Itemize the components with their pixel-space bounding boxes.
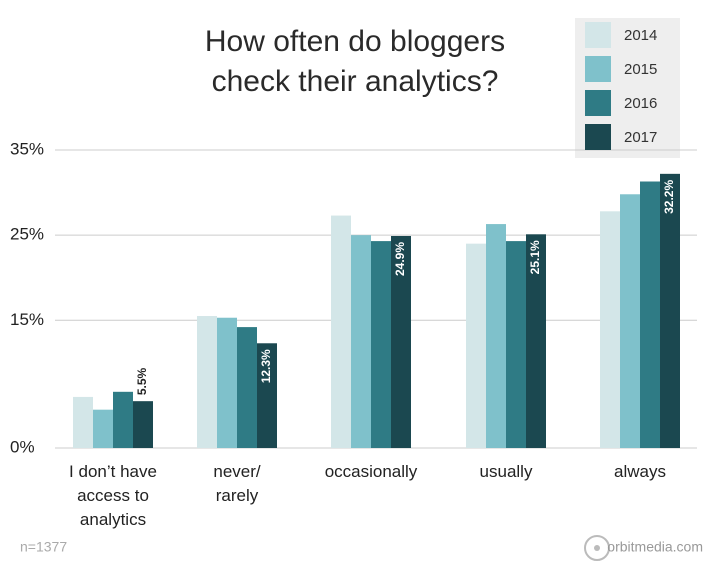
- y-tick-label: 0%: [10, 437, 35, 456]
- logo: [584, 535, 610, 561]
- bar: [371, 241, 391, 448]
- legend-label: 2017: [624, 129, 657, 146]
- bar: [506, 241, 526, 448]
- logo-dot: [594, 545, 600, 551]
- source: orbitmedia.com: [607, 539, 703, 555]
- bar: [113, 391, 133, 448]
- x-tick-label: never/ rarely: [213, 462, 261, 505]
- x-tick-label: always: [614, 462, 666, 481]
- bar: [620, 194, 640, 448]
- bar: [217, 317, 237, 448]
- bar: [640, 181, 660, 448]
- value-label: 25.1%: [528, 240, 542, 274]
- legend-label: 2016: [624, 95, 657, 112]
- legend-swatch: [585, 22, 611, 48]
- value-label: 12.3%: [259, 349, 273, 383]
- value-label: 32.2%: [662, 180, 676, 214]
- y-tick-label: 25%: [10, 225, 44, 244]
- value-label: 24.9%: [393, 242, 407, 276]
- bar: [133, 401, 153, 448]
- x-tick-label: usually: [479, 462, 533, 481]
- x-tick-label: I don’t have access to analytics: [69, 462, 157, 529]
- chart-title: How often do bloggers check their analyt…: [204, 25, 506, 98]
- bar: [660, 173, 680, 448]
- bar: [331, 215, 351, 448]
- bar: [526, 234, 546, 448]
- bar: [197, 316, 217, 448]
- bar: [486, 224, 506, 448]
- x-tick-label: occasionally: [324, 462, 418, 481]
- note: n=1377: [20, 539, 67, 555]
- y-tick-label: 35%: [10, 139, 44, 158]
- bar: [351, 235, 371, 448]
- value-label: 5.5%: [135, 367, 149, 395]
- bar: [257, 343, 277, 448]
- bar: [391, 235, 411, 448]
- legend-label: 2015: [624, 61, 657, 78]
- bar: [237, 327, 257, 448]
- bar: [600, 211, 620, 448]
- bar: [93, 409, 113, 448]
- legend-swatch: [585, 124, 611, 150]
- y-tick-label: 15%: [10, 310, 44, 329]
- legend-swatch: [585, 90, 611, 116]
- legend-swatch: [585, 56, 611, 82]
- bar: [73, 396, 93, 448]
- bar: [466, 243, 486, 448]
- legend-label: 2014: [624, 27, 657, 44]
